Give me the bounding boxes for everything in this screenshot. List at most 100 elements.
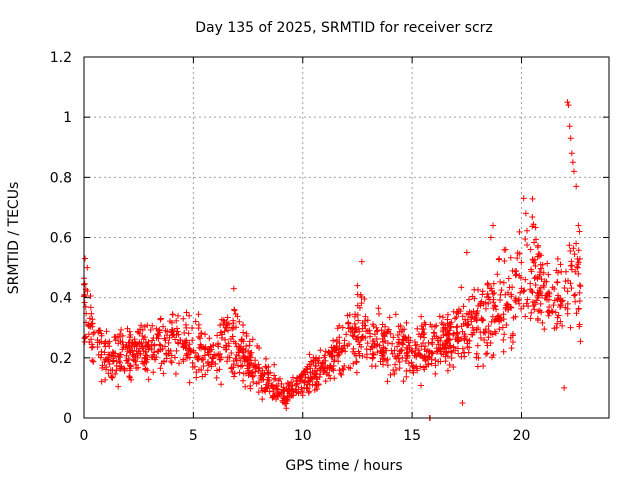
data-point <box>480 363 487 370</box>
data-point <box>182 344 189 351</box>
data-point <box>121 367 128 374</box>
data-point <box>404 346 411 353</box>
data-point <box>482 299 489 306</box>
data-point <box>479 291 486 298</box>
data-point <box>86 315 93 322</box>
data-point <box>274 383 281 390</box>
data-point <box>573 310 580 317</box>
data-point <box>354 302 361 309</box>
data-point <box>202 371 209 378</box>
data-point <box>214 332 221 339</box>
data-point <box>387 371 394 378</box>
data-point <box>380 361 387 368</box>
data-point <box>182 321 189 328</box>
data-point <box>225 343 232 350</box>
data-point <box>450 330 457 337</box>
x-tick-label: 10 <box>294 428 312 444</box>
data-point <box>420 325 427 332</box>
data-point <box>301 367 308 374</box>
data-point <box>317 347 324 354</box>
data-point <box>247 362 254 369</box>
data-point <box>447 348 454 355</box>
data-point <box>204 367 211 374</box>
data-point <box>109 349 116 356</box>
data-point <box>439 314 446 321</box>
data-point <box>362 322 369 329</box>
data-point <box>417 382 424 389</box>
data-point <box>436 313 443 320</box>
data-point <box>572 291 579 298</box>
data-point <box>564 99 571 106</box>
data-point <box>497 291 504 298</box>
data-point <box>149 337 156 344</box>
data-point <box>522 276 529 283</box>
data-point <box>554 279 561 286</box>
data-point <box>382 345 389 352</box>
data-point <box>530 221 537 228</box>
data-point <box>572 298 579 305</box>
data-point <box>108 374 115 381</box>
data-point <box>156 329 163 336</box>
data-point <box>169 332 176 339</box>
data-point <box>429 350 436 357</box>
data-point <box>158 360 165 367</box>
data-point <box>555 292 562 299</box>
data-point <box>270 388 277 395</box>
data-point <box>363 351 370 358</box>
data-point <box>557 261 564 268</box>
data-point <box>356 328 363 335</box>
data-point <box>575 270 582 277</box>
data-point <box>488 354 495 361</box>
data-point <box>243 333 250 340</box>
data-point <box>545 271 552 278</box>
data-point <box>195 311 202 318</box>
data-point <box>455 337 462 344</box>
data-point <box>161 335 168 342</box>
data-point <box>216 356 223 363</box>
data-point <box>117 338 124 345</box>
data-point <box>387 330 394 337</box>
data-points <box>81 99 584 421</box>
data-point <box>349 325 356 332</box>
data-point <box>438 319 445 326</box>
data-point <box>454 338 461 345</box>
data-point <box>429 335 436 342</box>
y-tick-label: 0.2 <box>50 351 72 367</box>
data-point <box>283 400 290 407</box>
data-point <box>463 322 470 329</box>
data-point <box>524 296 531 303</box>
data-point <box>208 346 215 353</box>
data-point <box>536 253 543 260</box>
data-point <box>366 327 373 334</box>
data-point <box>117 351 124 358</box>
data-point <box>171 354 178 361</box>
data-point <box>429 341 436 348</box>
data-point <box>565 102 572 109</box>
data-point <box>576 255 583 262</box>
data-point <box>175 312 182 319</box>
data-point <box>577 283 584 290</box>
data-point <box>193 369 200 376</box>
data-point <box>478 316 485 323</box>
data-point <box>206 335 213 342</box>
data-point <box>463 249 470 256</box>
data-point <box>151 354 158 361</box>
data-point <box>219 331 226 338</box>
data-point <box>113 362 120 369</box>
data-point <box>143 359 150 366</box>
data-point <box>343 331 350 338</box>
data-point <box>244 365 251 372</box>
data-point <box>261 371 268 378</box>
data-point <box>403 350 410 357</box>
data-point <box>494 271 501 278</box>
y-tick-label: 1.2 <box>50 50 72 66</box>
data-point <box>398 346 405 353</box>
data-point <box>490 280 497 287</box>
data-point <box>126 334 133 341</box>
data-point <box>370 354 377 361</box>
data-point <box>486 296 493 303</box>
data-point <box>458 284 465 291</box>
data-point <box>396 359 403 366</box>
data-point <box>455 350 462 357</box>
data-point <box>183 337 190 344</box>
